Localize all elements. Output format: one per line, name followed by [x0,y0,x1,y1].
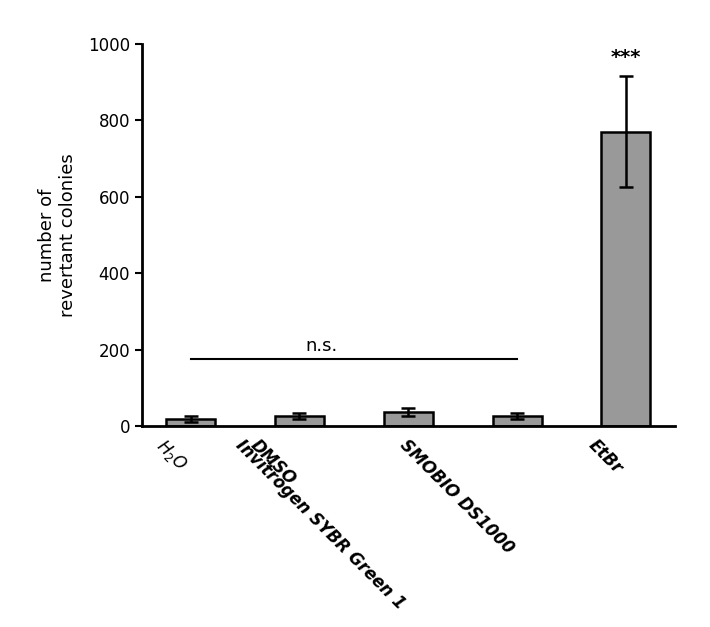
Text: n.s.: n.s. [305,337,337,355]
Bar [493,416,542,426]
Text: ***: *** [611,48,641,67]
Y-axis label: number of
revertant colonies: number of revertant colonies [38,153,77,317]
Bar [601,132,650,426]
Bar [384,412,432,426]
Bar [275,416,324,426]
Bar [166,419,215,426]
